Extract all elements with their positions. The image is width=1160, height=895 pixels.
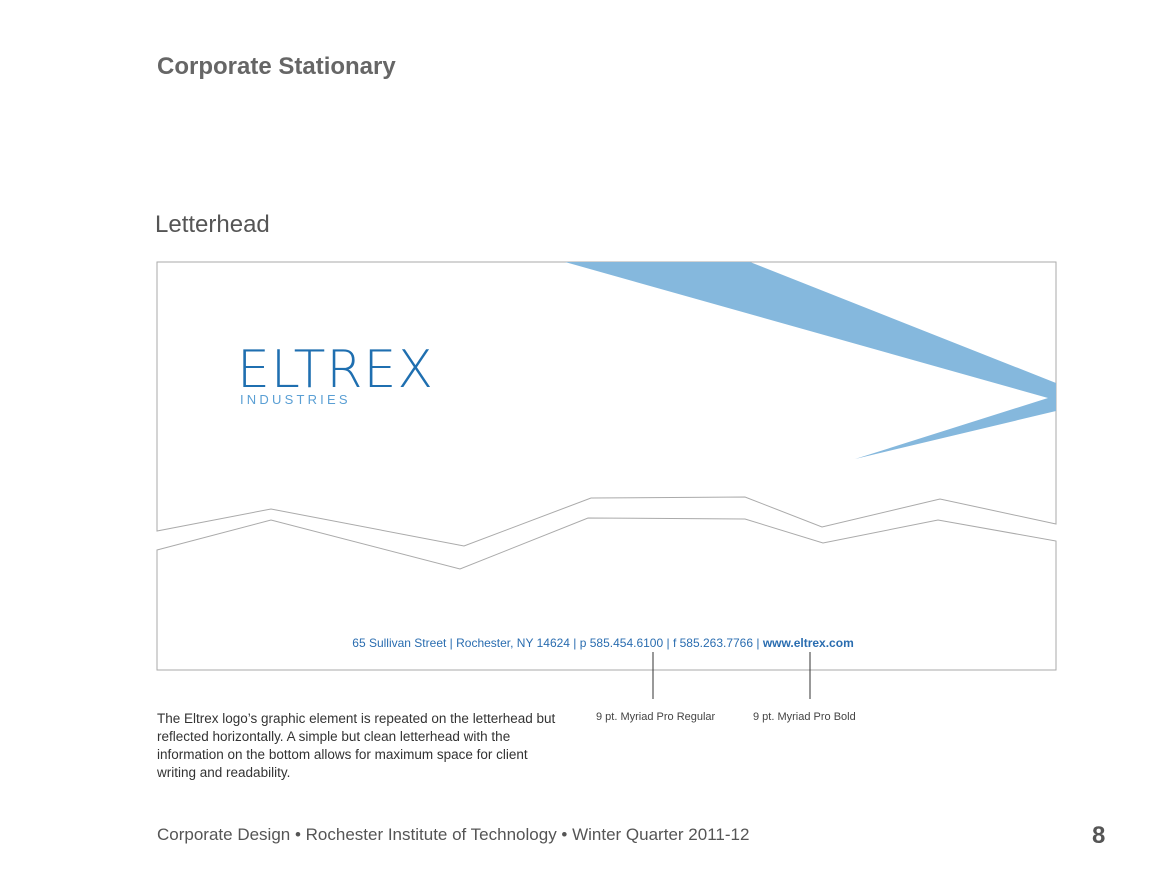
page-title: Corporate Stationary (157, 53, 396, 80)
annotation: 9 pt. Myriad Pro Regular (596, 711, 716, 723)
address-line: 65 Sullivan Street | Rochester, NY 14624… (352, 636, 853, 650)
footer: Corporate Design • Rochester Institute o… (157, 825, 750, 844)
address: 65 Sullivan Street | Rochester, NY 14624… (352, 636, 763, 650)
logo-subtitle: INDUSTRIES (240, 392, 351, 407)
logo-swoosh (565, 262, 1056, 459)
letterhead-bottom (156, 517, 1057, 671)
section-title: Letterhead (155, 211, 270, 238)
description: The Eltrex logo’s graphic element is rep… (157, 711, 556, 780)
logo: ELTREX (237, 340, 434, 400)
website: www.eltrex.com (762, 636, 854, 650)
annotation: 9 pt. Myriad Pro Bold (753, 711, 856, 723)
page-number: 8 (1092, 822, 1106, 849)
